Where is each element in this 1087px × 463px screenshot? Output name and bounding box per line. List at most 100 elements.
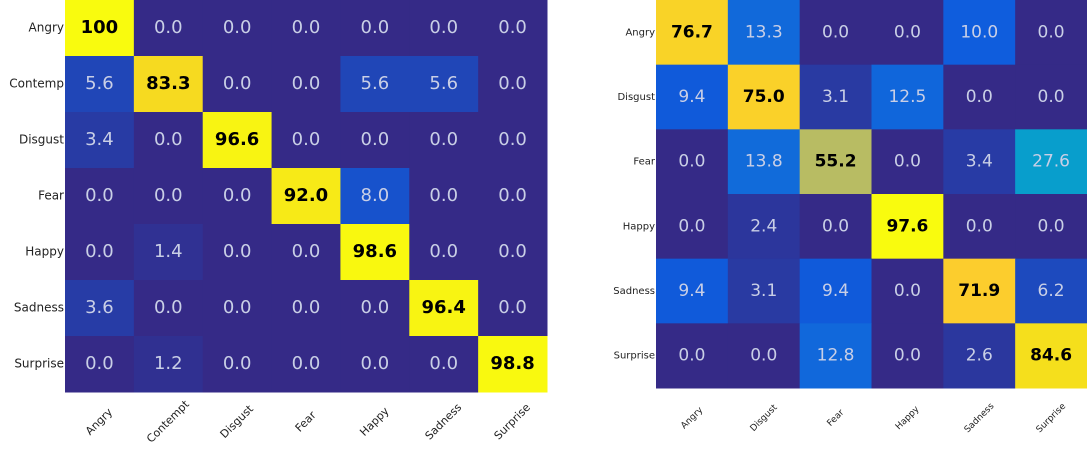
cell-label: 13.3: [745, 22, 783, 42]
cell: [943, 323, 1016, 389]
cell: [478, 56, 548, 113]
cell: [799, 194, 872, 260]
cell: [943, 258, 1016, 324]
cell-label: 0.0: [822, 22, 849, 42]
cell-label: 12.8: [817, 346, 855, 366]
cell: [133, 0, 204, 57]
cell: [656, 323, 729, 389]
cell-label: 10.0: [960, 22, 998, 42]
y-tick-label: Angry: [625, 27, 655, 38]
cell-label: 9.4: [678, 87, 705, 107]
cell-label: 1.2: [154, 353, 183, 374]
cell-label: 0.0: [154, 17, 183, 38]
cell: [133, 56, 204, 113]
cell: [478, 280, 548, 337]
x-tick-label: Disgust: [749, 403, 780, 434]
cell: [727, 0, 801, 66]
cell: [799, 258, 872, 324]
cell: [727, 323, 801, 389]
cell: [133, 112, 204, 169]
cell: [656, 258, 729, 324]
cell-label: 0.0: [1038, 22, 1065, 42]
y-tick-label: Sadness: [14, 301, 64, 315]
cell: [133, 280, 204, 337]
cell-label: 0.0: [966, 216, 993, 236]
cell: [271, 56, 341, 113]
cell: [409, 0, 479, 57]
cell: [871, 323, 944, 389]
cell-label: 3.1: [822, 87, 849, 107]
cell-label: 3.1: [750, 281, 777, 301]
y-tick-label: Happy: [25, 245, 64, 259]
cell-label: 0.0: [1038, 216, 1065, 236]
y-tick-label: Surprise: [14, 357, 64, 371]
cell: [271, 336, 341, 393]
cell: [409, 56, 479, 113]
cell: [271, 280, 341, 337]
cell: [656, 194, 729, 260]
cell-label: 0.0: [678, 152, 705, 172]
cell-label: 75.0: [743, 87, 785, 107]
cell: [943, 0, 1016, 66]
cell: [943, 64, 1016, 130]
cell-label: 1.4: [154, 241, 183, 262]
cell-label: 0.0: [429, 185, 458, 206]
cell: [871, 194, 944, 260]
x-tick-label: Sadness: [963, 401, 997, 435]
cell: [656, 0, 729, 66]
cell: [202, 0, 273, 57]
cell-label: 97.6: [886, 216, 928, 236]
cell-label: 6.2: [1038, 281, 1065, 301]
cell: [409, 112, 479, 169]
cell-label: 0.0: [361, 17, 390, 38]
cell: [202, 168, 273, 225]
cell: [409, 224, 479, 281]
x-tick-label: Surprise: [492, 401, 534, 443]
cell-label: 0.0: [361, 353, 390, 374]
cell-label: 9.4: [822, 281, 849, 301]
cell-label: 0.0: [1038, 87, 1065, 107]
cell: [409, 336, 479, 393]
cell-label: 0.0: [750, 346, 777, 366]
y-tick-label: Surprise: [614, 351, 655, 362]
cell-label: 0.0: [894, 281, 921, 301]
cell-label: 27.6: [1032, 152, 1070, 172]
cell-label: 0.0: [429, 17, 458, 38]
cell: [1015, 129, 1087, 195]
cell-label: 2.4: [750, 216, 777, 236]
cell: [133, 224, 204, 281]
cell: [943, 129, 1016, 195]
cell-label: 100: [81, 17, 119, 38]
cell: [727, 258, 801, 324]
cell-label: 5.6: [429, 73, 458, 94]
cell: [271, 112, 341, 169]
cell-label: 3.4: [966, 152, 993, 172]
x-tick-label: Disgust: [218, 402, 257, 441]
cell: [799, 129, 872, 195]
y-tick-label: Contemp: [9, 77, 64, 91]
cell: [727, 129, 801, 195]
cell: [340, 224, 410, 281]
cell: [340, 336, 410, 393]
cell: [133, 336, 204, 393]
cell: [478, 224, 548, 281]
cell-label: 3.4: [85, 129, 114, 150]
cell: [340, 112, 410, 169]
cell-label: 96.6: [215, 129, 259, 150]
cell-label: 0.0: [223, 185, 252, 206]
cell-label: 0.0: [498, 185, 527, 206]
cell-label: 0.0: [498, 73, 527, 94]
cell: [65, 0, 135, 57]
cell-label: 0.0: [894, 22, 921, 42]
cell: [1015, 64, 1087, 130]
cell: [340, 0, 410, 57]
cell: [271, 0, 341, 57]
y-tick-label: Sadness: [613, 286, 655, 297]
cell-label: 76.7: [671, 22, 713, 42]
cell-label: 0.0: [678, 216, 705, 236]
x-tick-label: Happy: [357, 404, 392, 439]
cell-label: 0.0: [85, 185, 114, 206]
x-tick-label: Fear: [826, 408, 847, 429]
cell: [656, 64, 729, 130]
